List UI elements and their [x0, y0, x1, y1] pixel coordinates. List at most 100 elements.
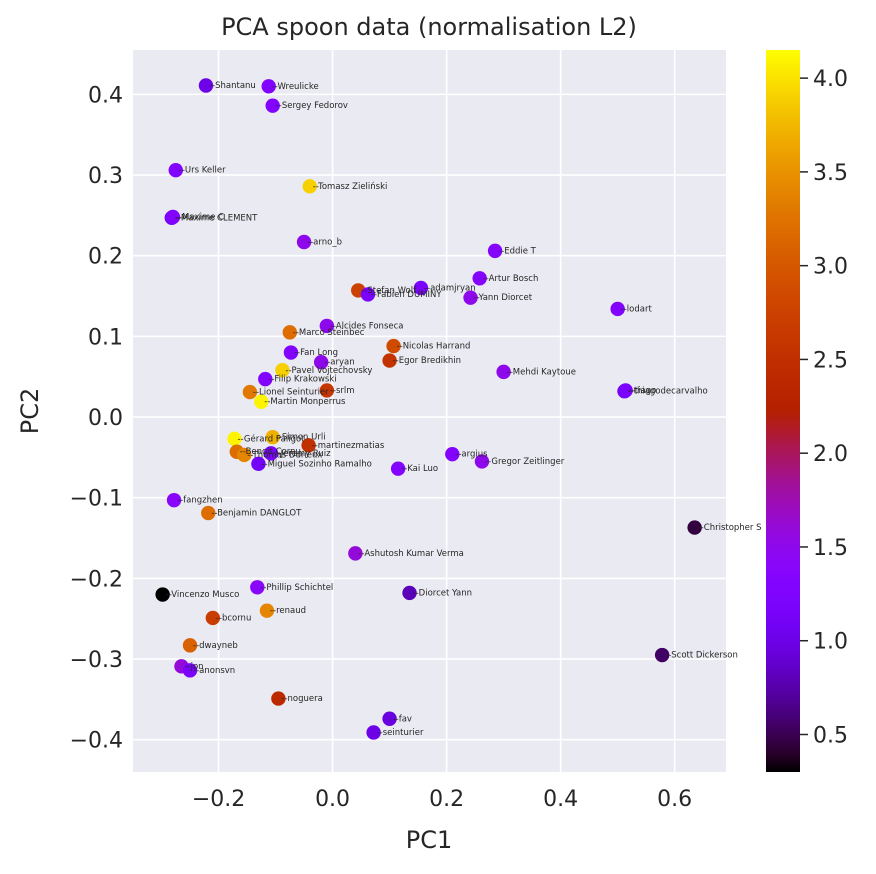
x-tick-label: 0.0	[315, 787, 350, 812]
scatter-point	[402, 585, 417, 601]
scatter-point	[445, 446, 460, 462]
y-tick-label: 0.2	[88, 245, 123, 270]
scatter-point	[275, 363, 290, 378]
point-label: --Wreulicke	[272, 82, 319, 92]
point-label: --argius	[455, 450, 488, 460]
scatter-point	[201, 505, 216, 521]
point-label: --Gregor Zeitlinger	[485, 457, 565, 467]
colorbar-ticks: 0.5 1.0 1.5 2.0 2.5 3.0 3.5 4.0	[800, 67, 848, 748]
x-tick-label: 0.6	[657, 787, 692, 812]
point-label: --jon	[184, 662, 203, 672]
point-label: --Lionel Seinturier	[253, 388, 329, 398]
point-label: --Artur Bosch	[483, 274, 539, 284]
scatter-point	[296, 234, 312, 250]
colorbar	[766, 50, 800, 772]
scatter-point	[413, 280, 429, 296]
scatter-point	[360, 287, 376, 302]
y-tick-label: 0.4	[88, 83, 123, 108]
point-label: --fangzhen	[177, 496, 223, 506]
scatter-point	[319, 383, 335, 398]
point-label: --Benjamin DANGLOT	[211, 509, 302, 519]
point-label: --Fabien DUMINY	[371, 290, 442, 300]
scatter-point	[236, 447, 252, 463]
point-label: --adamjryan	[424, 283, 476, 293]
point-label: --Christopher S	[698, 523, 762, 533]
scatter-point	[302, 179, 317, 194]
scatter-point	[165, 209, 181, 225]
point-label: --Fan Long	[294, 348, 338, 358]
scatter-point	[301, 438, 316, 453]
x-tick-label: 0.4	[543, 787, 578, 812]
colorbar-tick-label: 1.5	[813, 536, 848, 561]
scatter-point	[227, 431, 242, 447]
point-label: --renaud	[270, 606, 306, 616]
colorbar-tick-label: 2.0	[813, 442, 848, 467]
scatter-point	[282, 325, 298, 340]
scatter-point	[263, 446, 279, 461]
point-label: --Maxime CLEMENT	[175, 213, 258, 223]
y-tick-label: −0.4	[70, 729, 123, 754]
scatter-point	[205, 610, 221, 626]
point-labels-layer: --Shantanu --Wreulicke --Sergey Fedorov --U…	[166, 81, 762, 738]
scatter-point	[382, 353, 397, 368]
point-label: --seinturier	[377, 728, 424, 738]
scatter-point	[463, 290, 478, 305]
y-tick-label: 0.1	[88, 325, 123, 350]
point-label: --Eddie T	[498, 246, 537, 256]
scatter-point	[251, 456, 266, 472]
colorbar-tick-label: 1.0	[813, 630, 848, 655]
scatter-point	[265, 98, 280, 113]
point-label: --Alcides Fonseca	[330, 321, 404, 331]
scatter-point	[610, 301, 625, 317]
y-tick-label: −0.1	[70, 487, 123, 512]
point-label: --Jeremy Ruiz	[274, 449, 331, 459]
point-label: --bcornu	[216, 613, 252, 623]
y-tick-label: −0.3	[70, 648, 123, 673]
point-label: --Marco Steinbec	[293, 328, 365, 338]
point-label: --Shantanu	[209, 81, 256, 91]
point-label: --Simon Urli	[276, 433, 326, 443]
grid-layer	[133, 50, 726, 772]
scatter-point	[259, 603, 275, 618]
scatter-point	[242, 384, 258, 400]
scatter-point	[319, 318, 335, 334]
point-label: --noguera	[281, 694, 322, 704]
point-label: --Maxime C	[176, 212, 224, 222]
point-label: --tiago	[629, 386, 657, 396]
scatter-point	[168, 162, 183, 178]
y-tick-label: 0.0	[88, 406, 123, 431]
point-label: --lodart	[621, 304, 653, 314]
scatter-point	[382, 711, 397, 726]
point-label: --Benoit Cornu	[240, 447, 301, 457]
scatter-point	[654, 647, 670, 663]
point-label: --Mehdi Kaytoue	[507, 367, 576, 377]
point-label: --fav	[393, 714, 412, 724]
y-axis-ticks: −0.4 −0.3 −0.2 −0.1 0.0 0.1 0.2 0.3 0.4	[70, 83, 123, 753]
colorbar-tick-label: 2.5	[813, 348, 848, 373]
scatter-point	[687, 520, 702, 535]
x-axis-label: PC1	[406, 826, 453, 854]
point-label: --Sergey Fedorov	[276, 101, 348, 111]
plot-background	[133, 50, 726, 772]
x-axis-ticks: −0.2 0.0 0.2 0.4 0.6	[192, 787, 692, 812]
scatter-point	[618, 383, 633, 398]
x-tick-label: 0.2	[429, 787, 464, 812]
scatter-point	[254, 394, 269, 409]
y-axis-label: PC2	[16, 388, 44, 435]
point-label: --Diorcet Yann	[413, 588, 473, 598]
point-label: --Kai Luo	[401, 464, 438, 474]
scatter-point	[182, 638, 198, 653]
colorbar-tick-label: 0.5	[813, 723, 848, 748]
scatter-point	[474, 454, 490, 469]
point-label: --Yann Diorcet	[474, 293, 533, 303]
scatter-point	[487, 243, 503, 259]
point-label: --Ashutosh Kumar Verma	[358, 549, 463, 559]
scatter-point	[283, 345, 299, 360]
point-label: --aryan	[324, 358, 354, 368]
y-tick-label: 0.3	[88, 164, 123, 189]
scatter-point	[348, 546, 363, 561]
scatter-point	[271, 691, 286, 706]
scatter-point	[313, 354, 329, 370]
scatter-point	[386, 338, 401, 354]
